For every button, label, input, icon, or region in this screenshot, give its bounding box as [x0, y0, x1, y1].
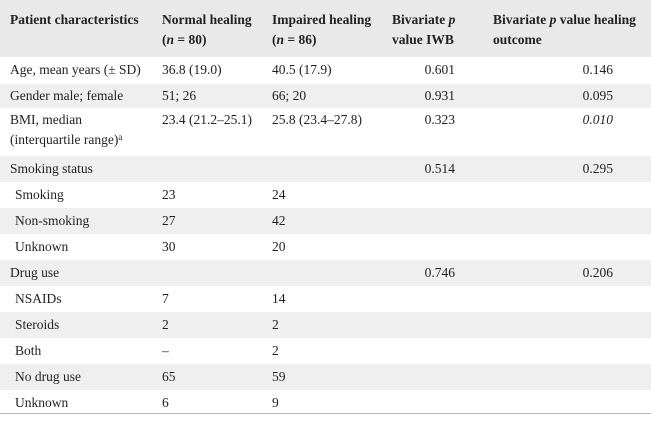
- table-row: No drug use 65 59: [0, 364, 651, 390]
- table-bottom-rule: [0, 413, 651, 414]
- normal-healing-value: 65: [162, 369, 176, 384]
- p-iwb-value: 0.514: [424, 161, 455, 176]
- row-label: Gender male; female: [10, 88, 124, 103]
- table-row: Smoking 23 24: [0, 185, 651, 211]
- normal-healing-value: 36.8 (19.0): [162, 62, 222, 77]
- p-iwb-value: 0.931: [424, 88, 455, 103]
- header-col2-n: (n = 86): [272, 32, 317, 47]
- table-row: NSAIDs 7 14: [0, 289, 651, 315]
- impaired-healing-value: 2: [272, 343, 279, 358]
- p-outcome-value: 0.146: [582, 62, 613, 77]
- header-col1-label: Normal healing: [162, 12, 252, 27]
- normal-healing-value: 2: [162, 317, 169, 332]
- impaired-healing-value: 2: [272, 317, 279, 332]
- p-iwb-value: 0.746: [424, 265, 455, 280]
- footnote-marker: a: [118, 132, 123, 142]
- header-impaired-healing: Impaired healing (n = 86): [272, 10, 371, 50]
- table-row: BMI, median (interquartile range)a 23.4 …: [0, 110, 651, 154]
- header-bivariate-p-iwb: Bivariate p value IWB: [392, 10, 455, 50]
- row-label: NSAIDs: [15, 291, 62, 306]
- p-outcome-value: 0.206: [582, 265, 613, 280]
- row-label: Steroids: [15, 317, 60, 332]
- impaired-healing-value: 25.8 (23.4–27.8): [272, 112, 362, 127]
- normal-healing-value: 30: [162, 239, 176, 254]
- p-outcome-value: 0.095: [582, 88, 613, 103]
- header-col3-line1: Bivariate p: [392, 12, 456, 27]
- impaired-healing-value: 24: [272, 187, 286, 202]
- impaired-healing-value: 40.5 (17.9): [272, 62, 332, 77]
- p-outcome-value: 0.010: [582, 112, 613, 127]
- impaired-healing-value: 20: [272, 239, 286, 254]
- row-label: Smoking: [15, 187, 64, 202]
- header-col3-line2: value IWB: [392, 32, 454, 47]
- row-label: Unknown: [15, 239, 69, 254]
- row-label: BMI, median: [10, 112, 82, 127]
- row-label: Smoking status: [10, 161, 93, 176]
- row-label: Unknown: [15, 395, 69, 410]
- table-row: Gender male; female 51; 26 66; 20 0.931 …: [0, 84, 651, 108]
- table-row: Unknown 6 9: [0, 393, 651, 413]
- impaired-healing-value: 9: [272, 395, 279, 410]
- header-col4-line2: outcome: [493, 32, 542, 47]
- header-col1-n: (n = 80): [162, 32, 207, 47]
- impaired-healing-value: 66; 20: [272, 88, 307, 103]
- impaired-healing-value: 14: [272, 291, 286, 306]
- header-col2-label: Impaired healing: [272, 12, 372, 27]
- table-row: Steroids 2 2: [0, 312, 651, 338]
- header-patient-characteristics: Patient characteristics: [10, 10, 139, 30]
- impaired-healing-value: 59: [272, 369, 286, 384]
- normal-healing-value: 6: [162, 395, 169, 410]
- normal-healing-value: 23: [162, 187, 176, 202]
- header-bivariate-p-outcome: Bivariate p value healing outcome: [493, 10, 636, 50]
- row-label: Non-smoking: [15, 213, 90, 228]
- normal-healing-value: 51; 26: [162, 88, 197, 103]
- table-row: Both – 2: [0, 341, 651, 367]
- normal-healing-value: 27: [162, 213, 176, 228]
- row-label: Drug use: [10, 265, 60, 280]
- row-label: No drug use: [15, 369, 81, 384]
- row-label-continued: (interquartile range)a: [10, 130, 122, 150]
- header-col4-line1: Bivariate p value healing: [493, 12, 636, 27]
- table-row: Age, mean years (± SD) 36.8 (19.0) 40.5 …: [0, 60, 651, 86]
- normal-healing-value: 23.4 (21.2–25.1): [162, 112, 252, 127]
- row-label: Both: [15, 343, 42, 358]
- table-row: Non-smoking 27 42: [0, 208, 651, 234]
- row-label: Age, mean years (± SD): [10, 62, 141, 77]
- impaired-healing-value: 42: [272, 213, 286, 228]
- p-iwb-value: 0.601: [424, 62, 455, 77]
- header-col0-label: Patient characteristics: [10, 12, 139, 27]
- header-normal-healing: Normal healing (n = 80): [162, 10, 252, 50]
- table-row: Drug use 0.746 0.206: [0, 260, 651, 286]
- row-label-line2: (interquartile range): [10, 132, 119, 147]
- table-header: Patient characteristics Normal healing (…: [0, 0, 651, 57]
- normal-healing-value: 7: [162, 291, 169, 306]
- p-iwb-value: 0.323: [424, 112, 455, 127]
- normal-healing-value: –: [162, 343, 169, 358]
- table-row: Smoking status 0.514 0.295: [0, 156, 651, 182]
- p-outcome-value: 0.295: [582, 161, 613, 176]
- table-row: Unknown 30 20: [0, 237, 651, 263]
